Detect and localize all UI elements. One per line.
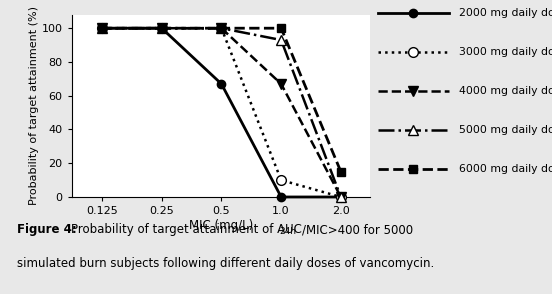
X-axis label: MIC (mg/L): MIC (mg/L) [189, 219, 253, 232]
Text: 3000 mg daily dose: 3000 mg daily dose [459, 47, 552, 57]
Text: 4000 mg daily dose: 4000 mg daily dose [459, 86, 552, 96]
Text: 24h: 24h [279, 227, 296, 236]
Text: 6000 mg daily dose: 6000 mg daily dose [459, 164, 552, 174]
Text: /MIC>400 for 5000: /MIC>400 for 5000 [302, 223, 413, 236]
Text: Figure 4:: Figure 4: [17, 223, 76, 236]
Y-axis label: Probability of target attainment (%): Probability of target attainment (%) [29, 6, 39, 205]
Text: 2000 mg daily dose: 2000 mg daily dose [459, 8, 552, 18]
Text: 5000 mg daily dose: 5000 mg daily dose [459, 125, 552, 135]
Text: simulated burn subjects following different daily doses of vancomycin.: simulated burn subjects following differ… [17, 257, 434, 270]
Text: Probability of target attainment of AUC: Probability of target attainment of AUC [71, 223, 301, 236]
